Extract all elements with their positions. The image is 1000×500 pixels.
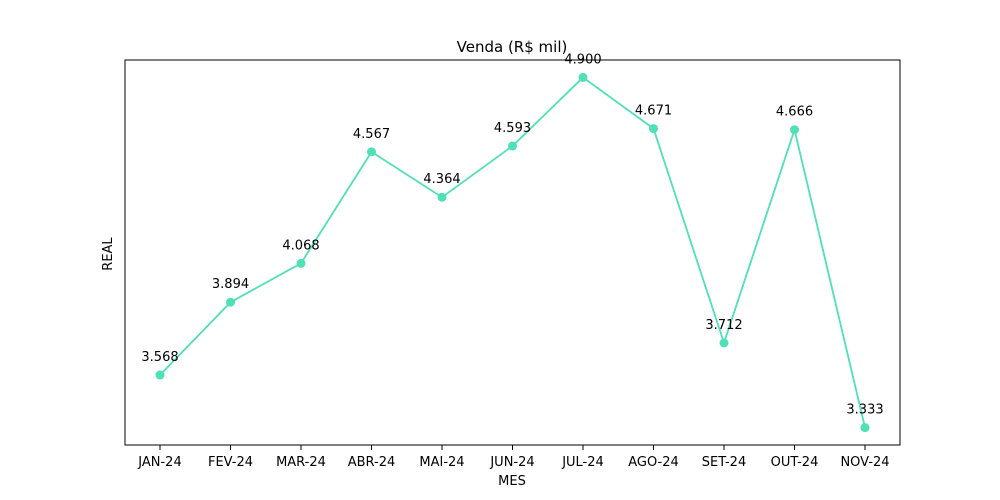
- data-point: [508, 141, 517, 151]
- x-tick-label: MAI-24: [419, 455, 464, 470]
- data-label: 3.894: [212, 277, 249, 292]
- data-point: [296, 258, 306, 268]
- x-tick-label: JUN-24: [489, 455, 534, 470]
- data-label: 4.900: [564, 52, 601, 67]
- data-label: 4.666: [776, 105, 813, 120]
- data-label: 4.593: [494, 121, 531, 136]
- data-point: [790, 125, 799, 135]
- data-label: 3.333: [846, 403, 883, 418]
- chart-title: Venda (R$ mil): [457, 38, 568, 56]
- data-label: 4.567: [353, 127, 390, 142]
- data-point: [226, 297, 235, 307]
- data-point: [155, 370, 165, 380]
- y-axis-label: REAL: [101, 237, 116, 271]
- x-tick-label: MAR-24: [276, 455, 326, 470]
- data-point: [578, 72, 588, 82]
- data-point: [719, 338, 729, 348]
- data-label: 3.712: [705, 318, 742, 333]
- data-labels: 3.568 3.894 4.068 4.567 4.364 4.593 4.900 4.671…: [141, 52, 883, 417]
- data-point: [437, 192, 447, 202]
- x-tick-label: ABR-24: [348, 455, 396, 470]
- data-label: 4.068: [282, 238, 319, 253]
- data-label: 4.364: [423, 172, 460, 187]
- data-points: [155, 72, 870, 433]
- x-axis-label: MES: [498, 474, 526, 489]
- x-tick-label: FEV-24: [208, 455, 253, 470]
- data-label: 3.568: [141, 350, 178, 365]
- data-point: [649, 124, 658, 134]
- x-tick-label: JUL-24: [561, 455, 604, 470]
- x-tick-label: OUT-24: [771, 455, 819, 470]
- x-axis: JAN-24 FEV-24 MAR-24 ABR-24 MAI-24 JUN-24 JUL-…: [137, 445, 890, 470]
- x-tick-label: SET-24: [702, 455, 746, 470]
- data-point: [367, 147, 376, 157]
- data-label: 4.671: [635, 104, 672, 119]
- x-tick-label: NOV-24: [840, 455, 889, 470]
- data-point: [860, 423, 870, 433]
- x-tick-label: AGO-24: [628, 455, 679, 470]
- x-tick-label: JAN-24: [137, 455, 181, 470]
